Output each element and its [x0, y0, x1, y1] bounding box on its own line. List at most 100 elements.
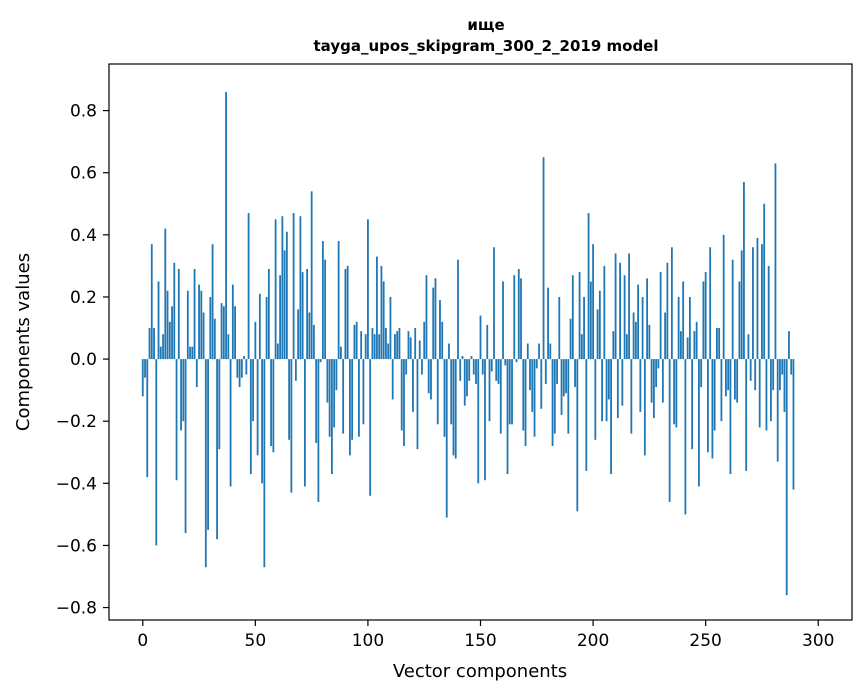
bar-23: [193, 269, 196, 360]
bar-219: [634, 321, 637, 360]
bar-18: [182, 359, 185, 422]
bar-246: [695, 321, 698, 360]
bar-101: [369, 359, 372, 496]
bar-284: [781, 359, 784, 375]
bar-268: [745, 359, 748, 471]
bar-167: [517, 269, 520, 360]
bar-35: [220, 303, 223, 360]
bar-206: [605, 359, 608, 422]
bar-229: [657, 359, 660, 369]
bar-205: [603, 265, 606, 360]
bar-171: [526, 343, 529, 360]
bar-8: [159, 346, 162, 360]
bar-107: [382, 281, 385, 360]
bar-27: [202, 312, 205, 360]
bar-266: [740, 250, 743, 360]
bar-164: [511, 359, 513, 425]
bar-133: [441, 321, 444, 360]
bar-217: [630, 359, 633, 434]
bar-272: [754, 359, 757, 391]
bar-24: [195, 359, 198, 388]
bar-260: [727, 359, 730, 391]
bar-280: [772, 359, 775, 391]
bar-123: [418, 340, 421, 360]
bar-108: [385, 328, 387, 360]
bar-60: [276, 343, 279, 360]
bar-192: [574, 359, 576, 388]
bar-129: [432, 287, 435, 360]
bar-3: [148, 328, 151, 360]
bar-245: [693, 331, 696, 360]
y-axis-ticks: −0.8 −0.6 −0.4 −0.2 0.0 0.2 0.4 0.6 0.8: [56, 102, 109, 619]
x-tick-label: 300: [802, 631, 834, 651]
bar-189: [567, 359, 570, 434]
bar-230: [659, 272, 662, 360]
bar-87: [337, 241, 340, 360]
bar-289: [792, 359, 795, 490]
bar-115: [400, 359, 403, 431]
bar-134: [443, 359, 446, 437]
bar-208: [610, 359, 612, 475]
bar-136: [448, 343, 450, 360]
bar-277: [765, 359, 768, 431]
bar-98: [362, 359, 365, 425]
bar-53: [261, 359, 263, 484]
bar-256: [718, 328, 721, 360]
bar-104: [376, 256, 378, 360]
bar-238: [677, 296, 680, 360]
bar-103: [373, 334, 376, 360]
bar-46: [245, 359, 248, 375]
bar-215: [625, 334, 628, 360]
bar-1: [144, 359, 146, 378]
bar-88: [340, 346, 342, 360]
bar-11: [166, 290, 169, 360]
bar-254: [713, 359, 716, 431]
bar-52: [258, 293, 261, 360]
x-tick-label: 200: [577, 631, 609, 651]
bar-59: [274, 219, 277, 360]
bar-173: [531, 359, 534, 412]
bar-39: [229, 359, 232, 487]
bar-177: [540, 359, 543, 409]
bar-239: [679, 331, 682, 360]
bar-181: [549, 343, 552, 360]
bar-178: [542, 157, 545, 360]
bar-112: [394, 334, 396, 360]
y-tick-label: −0.6: [56, 536, 97, 556]
bar-251: [707, 359, 709, 453]
bar-9: [162, 334, 164, 360]
bar-109: [387, 343, 390, 360]
bar-244: [691, 359, 694, 450]
bar-168: [520, 278, 522, 360]
bar-75: [310, 191, 313, 360]
bar-241: [684, 359, 687, 515]
bar-62: [281, 216, 284, 360]
bar-105: [378, 334, 381, 360]
bar-125: [423, 321, 426, 360]
bar-126: [425, 275, 428, 360]
bar-231: [661, 359, 664, 403]
bar-278: [767, 265, 770, 360]
bar-233: [666, 262, 669, 360]
y-tick-label: −0.4: [56, 474, 97, 494]
bar-141: [459, 359, 462, 381]
x-axis-ticks: 0 50 100 150 200 250 300: [137, 620, 834, 651]
bar-7: [157, 281, 160, 360]
y-tick-label: −0.2: [56, 412, 97, 432]
bar-145: [468, 359, 471, 381]
bar-255: [716, 328, 718, 360]
bar-78: [317, 359, 320, 502]
y-tick-label: 0.2: [70, 288, 97, 308]
bar-93: [351, 359, 354, 440]
bar-235: [670, 247, 673, 360]
bar-81: [324, 259, 327, 360]
bar-149: [477, 359, 480, 484]
bar-170: [524, 359, 527, 447]
bar-250: [704, 272, 707, 360]
bar-146: [470, 355, 473, 360]
x-tick-label: 150: [464, 631, 496, 651]
bar-32: [213, 318, 216, 360]
bar-76: [312, 324, 315, 360]
bar-79: [319, 359, 322, 363]
bar-209: [612, 331, 615, 360]
